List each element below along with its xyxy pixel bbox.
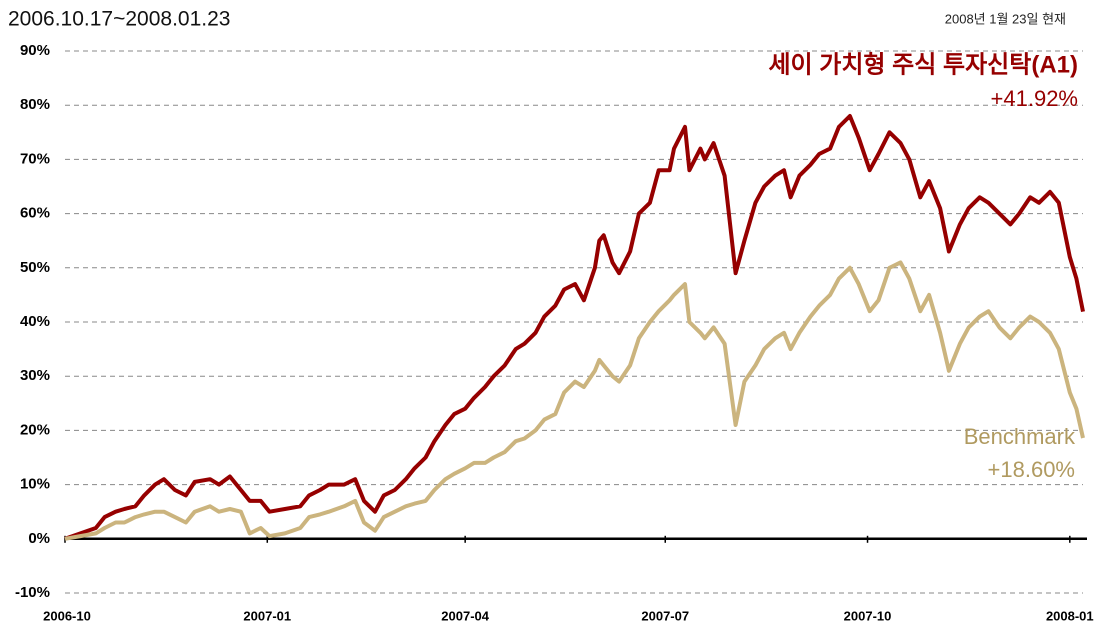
series-line (64, 114, 1085, 541)
y-tick-label: 20% (20, 421, 50, 438)
x-tick-label: 2007-07 (641, 608, 689, 623)
y-tick-label: 90% (20, 42, 50, 59)
y-tick-label: 0% (28, 530, 50, 547)
y-tick-label: 30% (20, 367, 50, 384)
end-label: +18.60% (988, 457, 1075, 482)
x-tick-label: 2006-10 (43, 608, 91, 623)
y-tick-label: 70% (20, 150, 50, 167)
x-tick-label: 2007-01 (243, 608, 291, 623)
series-line (64, 260, 1085, 541)
y-tick-label: 80% (20, 96, 50, 113)
y-tick-label: 10% (20, 476, 50, 493)
series-label: 세이 가치형 주식 투자신탁(A1) (768, 51, 1078, 78)
y-tick-label: -10% (15, 584, 50, 601)
series-label: Benchmark (964, 424, 1076, 449)
y-tick-label: 60% (20, 205, 50, 222)
x-tick-label: 2008-01 (1046, 608, 1094, 623)
chart-subtitle: 2008년 1월 23일 현재 (945, 11, 1066, 26)
chart-title: 2006.10.17~2008.01.23 (8, 8, 230, 31)
x-tick-label: 2007-10 (844, 608, 892, 623)
end-label: +41.92% (991, 86, 1078, 111)
y-tick-label: 40% (20, 313, 50, 330)
x-tick-label: 2007-04 (441, 608, 489, 623)
y-tick-label: 50% (20, 259, 50, 276)
